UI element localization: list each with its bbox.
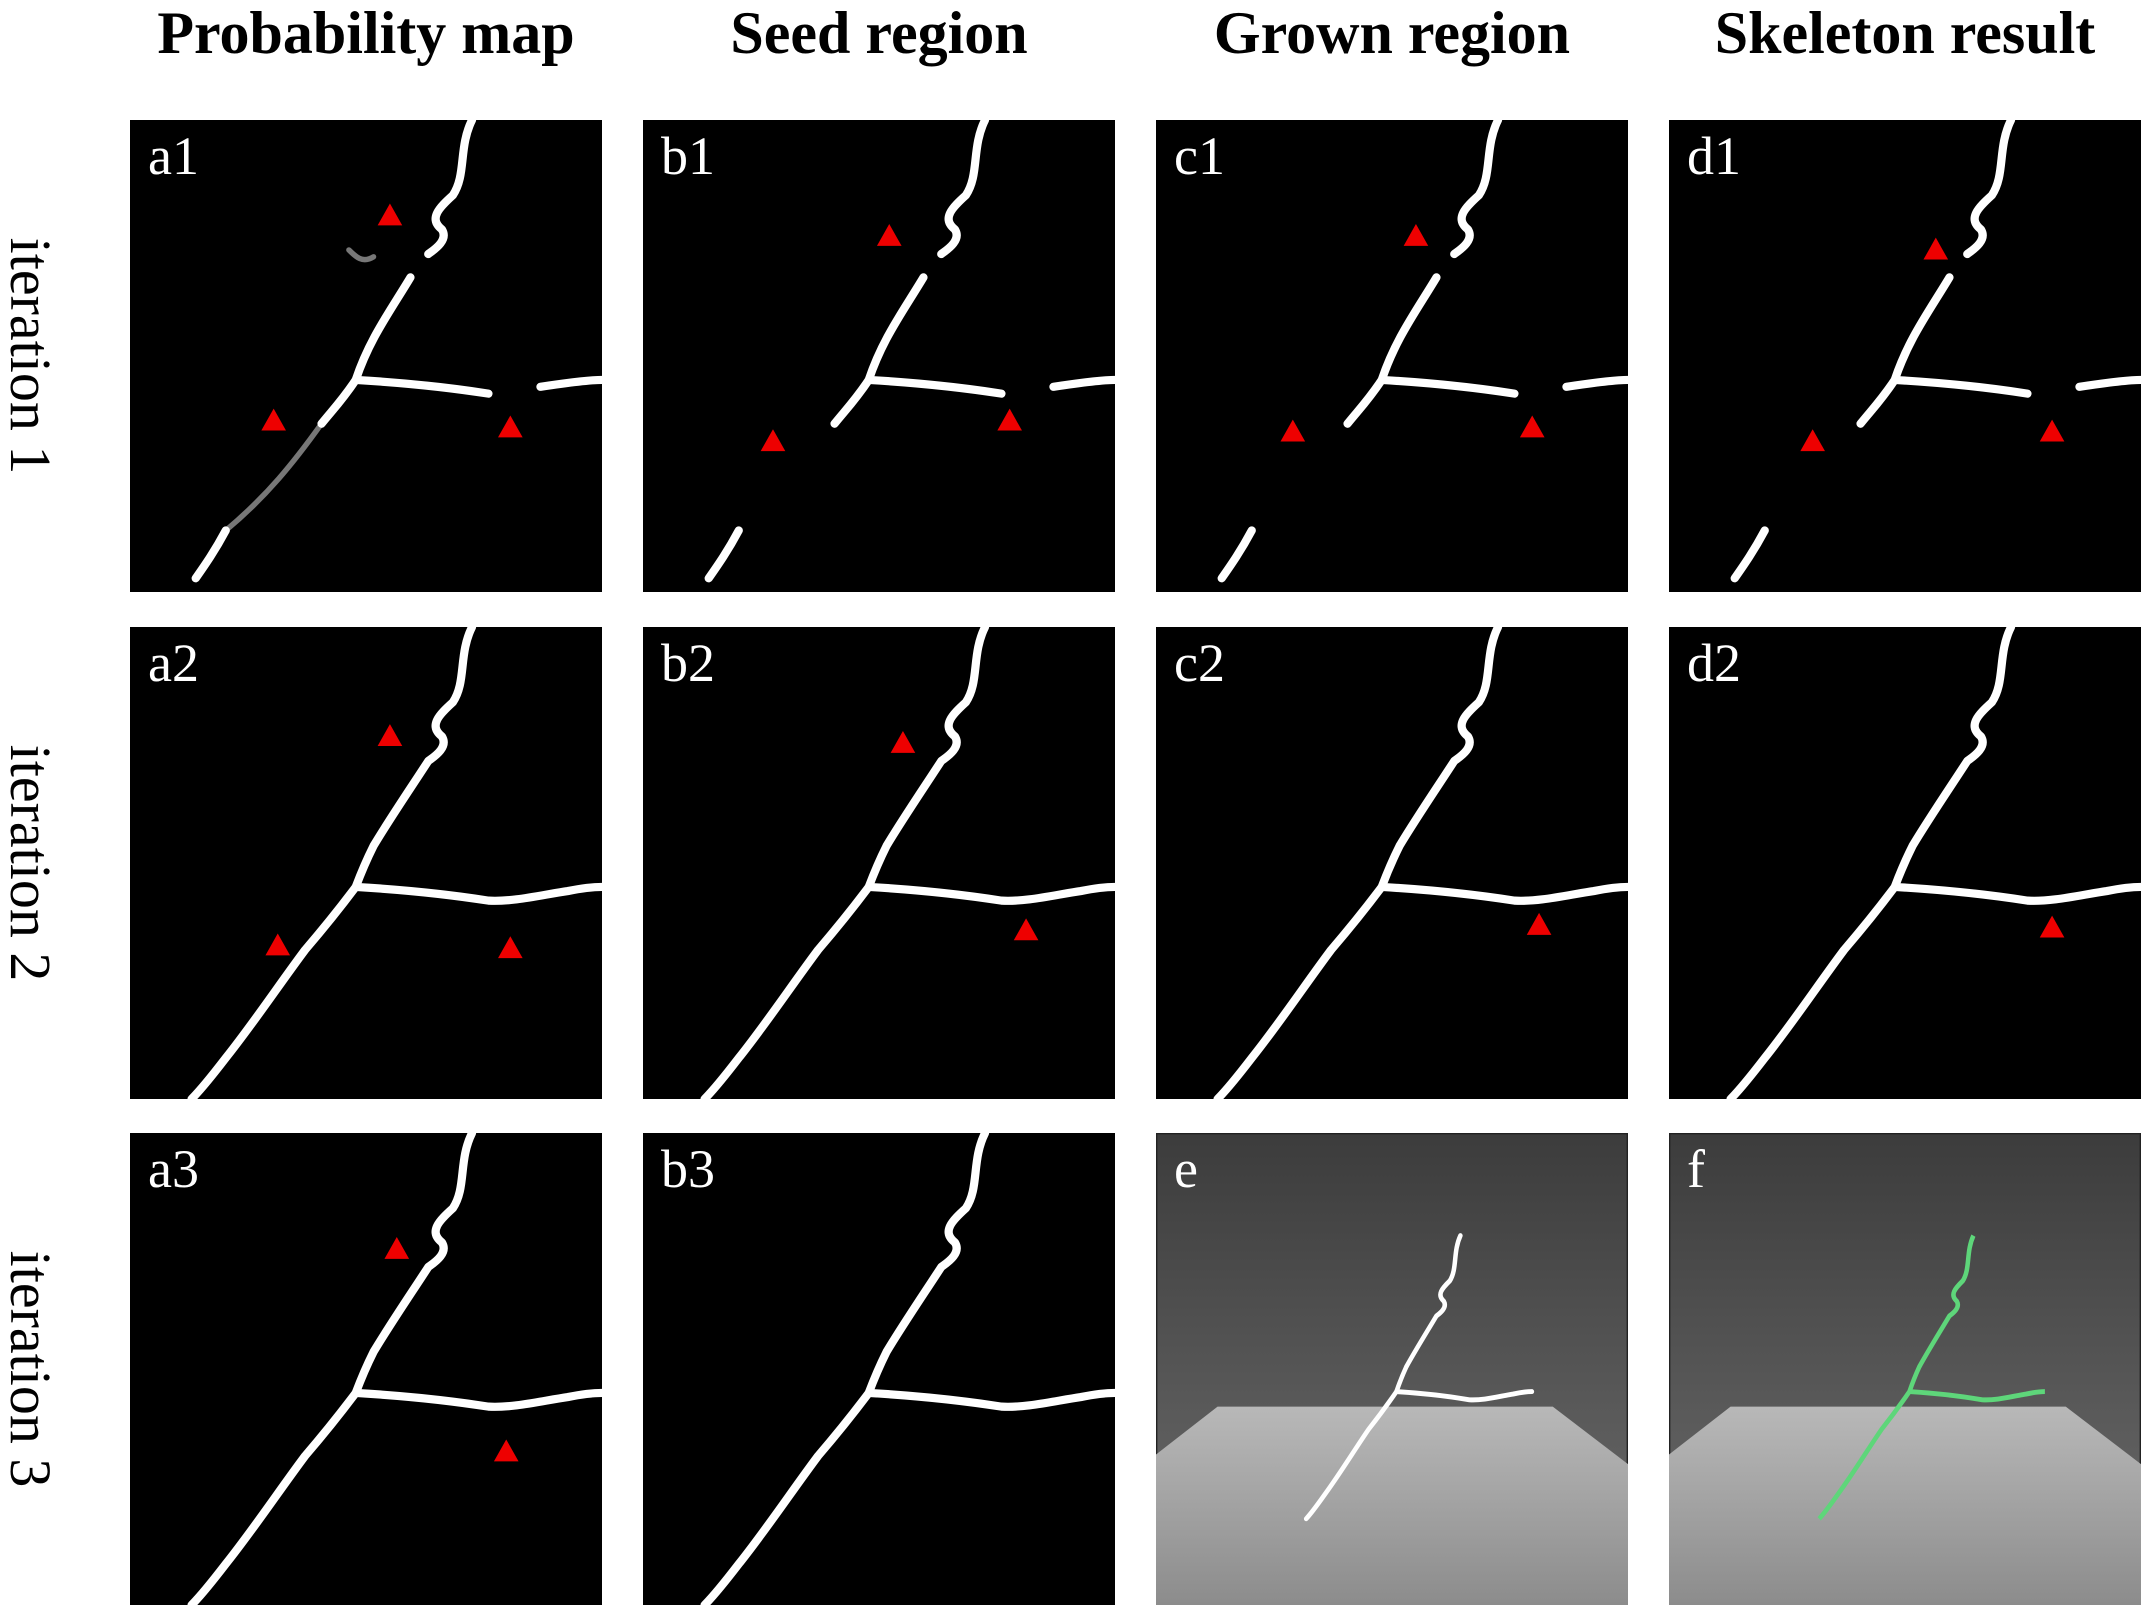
image-panel: c2 [1156,627,1628,1099]
image-panel: a2 [130,627,602,1099]
image-panel: a1 [130,120,602,592]
column-header: Probability map [157,0,575,66]
red-arrowhead [997,408,1022,431]
red-arrowhead [384,1236,410,1259]
red-arrowhead [1403,223,1429,246]
photo-lower-region [1156,1406,1628,1605]
image-panel: a3 [130,1133,602,1605]
panel-label: d1 [1687,126,1741,186]
image-panel: b1 [643,120,1115,592]
red-arrowhead [498,936,523,959]
panel-image [1669,120,2141,592]
red-arrowhead [498,415,523,438]
panel-image [130,627,602,1099]
row-label: iteration 2 [0,744,63,982]
panel-image [1156,627,1628,1099]
red-arrowhead [265,933,291,956]
panel-label: a3 [148,1139,199,1199]
red-arrowhead [876,223,902,246]
panel-image [130,1133,602,1605]
red-arrowhead [2039,915,2065,938]
image-panel: d1 [1669,120,2141,592]
panel-label: a1 [148,126,199,186]
panel-label: b2 [661,633,715,693]
panel-image [643,1133,1115,1605]
image-panel: c1 [1156,120,1628,592]
panel-label: b3 [661,1139,715,1199]
red-arrowhead [1526,912,1552,935]
column-header: Skeleton result [1714,0,2096,66]
red-arrowhead [1923,237,1949,260]
red-arrowhead [890,730,916,753]
red-arrowhead [377,203,403,226]
image-panel: d2 [1669,627,2141,1099]
panel-image [1669,1133,2141,1605]
red-arrowhead [377,724,403,747]
panel-label: f [1687,1139,1705,1199]
panel-image [1669,627,2141,1099]
panel-label: c1 [1174,126,1225,186]
panel-image [1156,1133,1628,1605]
red-arrowhead [1519,415,1545,438]
row-label: iteration 1 [0,237,63,475]
panel-image [130,120,602,592]
column-header: Seed region [730,0,1028,66]
skeleton-line [1817,1234,1976,1521]
panel-label: a2 [148,633,199,693]
photo-lower-region [1669,1406,2141,1605]
panel-image [643,627,1115,1099]
panel-label: e [1174,1139,1198,1199]
red-arrowhead [1800,429,1825,452]
skeleton-overlay [1817,1234,2045,1521]
red-arrowhead [1013,918,1039,941]
red-arrowhead [760,429,786,452]
red-arrowhead [493,1439,519,1462]
red-arrowhead [1280,419,1306,442]
red-arrowhead [261,408,286,431]
row-label: iteration 3 [0,1250,63,1488]
image-panel: f [1669,1133,2141,1605]
image-panel: b2 [643,627,1115,1099]
panel-image [643,120,1115,592]
panel-label: b1 [661,126,715,186]
image-panel: e [1156,1133,1628,1605]
panel-label: c2 [1174,633,1225,693]
column-header: Grown region [1213,0,1571,66]
red-arrowhead [2039,419,2065,442]
panel-label: d2 [1687,633,1741,693]
panel-image [1156,120,1628,592]
image-panel: b3 [643,1133,1115,1605]
skeleton-line [1909,1389,2045,1403]
